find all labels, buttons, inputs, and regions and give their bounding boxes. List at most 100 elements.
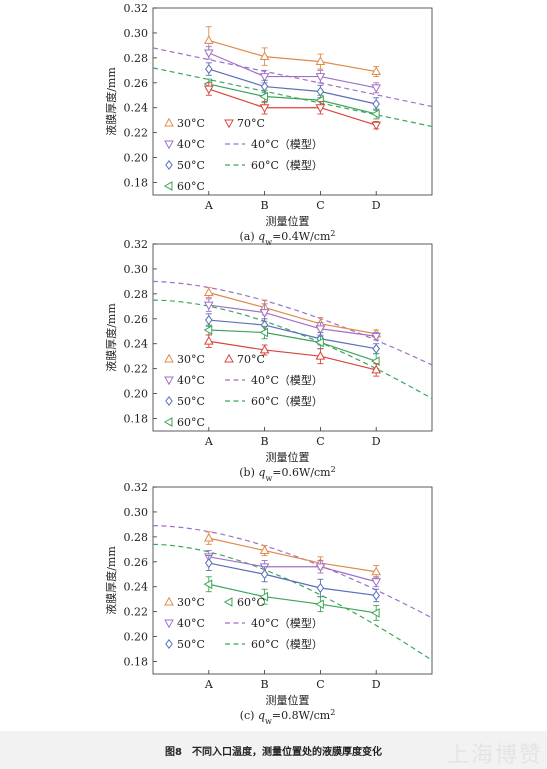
series-line bbox=[208, 329, 377, 362]
data-point bbox=[370, 109, 380, 119]
model-curve bbox=[153, 525, 432, 619]
subtitle-value: =0.8W/cm bbox=[272, 709, 331, 722]
y-tick-label: 0.24 bbox=[124, 581, 149, 594]
subtitle-variable: q bbox=[258, 709, 265, 722]
legend-label: 50°C bbox=[177, 638, 205, 651]
series-line bbox=[208, 583, 377, 614]
panel-subtitle: (b) qw=0.6W/cm2 bbox=[239, 465, 335, 483]
x-tick-label: B bbox=[261, 199, 269, 212]
data-point bbox=[259, 344, 270, 354]
data-point bbox=[372, 98, 380, 110]
y-tick-label: 0.30 bbox=[124, 506, 149, 519]
subtitle-superscript: 2 bbox=[330, 708, 335, 717]
data-point bbox=[203, 35, 214, 44]
x-tick-label: D bbox=[372, 435, 381, 448]
data-point bbox=[203, 301, 214, 311]
series-line bbox=[208, 83, 377, 115]
data-point bbox=[260, 569, 269, 580]
y-tick-label: 0.24 bbox=[124, 338, 149, 351]
legend-label: 40°C bbox=[177, 374, 205, 387]
data-point bbox=[315, 350, 326, 360]
x-axis-label: 测量位置 bbox=[266, 214, 310, 228]
series-line bbox=[208, 304, 377, 337]
series-line bbox=[208, 292, 377, 335]
x-tick-label: C bbox=[316, 678, 324, 691]
legend-marker bbox=[165, 638, 173, 650]
panel-subtitle: (c) qw=0.8W/cm2 bbox=[240, 708, 336, 726]
series-line bbox=[208, 52, 377, 89]
x-tick-label: B bbox=[261, 435, 269, 448]
plot-frame bbox=[152, 243, 433, 432]
chart-panel-a: 0.18 0.20 0.22 0.24 0.26 0.28 0.30 0.32 A B C D 测量位置… bbox=[104, 2, 433, 247]
y-tick-label: 0.18 bbox=[124, 413, 149, 426]
data-point bbox=[315, 56, 326, 66]
legend-marker bbox=[164, 140, 174, 150]
figure-caption: 图8 不同入口温度，测量位置处的液膜厚度变化 bbox=[165, 747, 382, 758]
y-tick-label: 0.32 bbox=[124, 481, 149, 494]
data-point bbox=[371, 121, 382, 131]
data-point bbox=[371, 578, 382, 587]
legend-label: 40°C（模型） bbox=[251, 373, 323, 387]
data-point bbox=[259, 73, 270, 82]
y-tick-label: 0.18 bbox=[124, 656, 149, 669]
data-point bbox=[205, 558, 213, 569]
legend-marker bbox=[164, 596, 174, 606]
legend-marker bbox=[165, 395, 173, 407]
legend-marker bbox=[223, 597, 233, 607]
y-axis-label: 液膜厚度/mm bbox=[104, 546, 118, 615]
y-tick-label: 0.20 bbox=[124, 388, 149, 401]
x-tick-label: C bbox=[316, 435, 324, 448]
data-point bbox=[371, 84, 382, 94]
data-point bbox=[203, 287, 214, 297]
data-point bbox=[203, 579, 213, 590]
series-line bbox=[208, 556, 377, 583]
x-tick-label: A bbox=[204, 435, 214, 448]
data-point bbox=[259, 545, 270, 555]
x-axis-label: 测量位置 bbox=[266, 693, 310, 707]
subtitle-variable: q bbox=[258, 466, 265, 479]
subtitle-subscript: w bbox=[265, 238, 272, 247]
series-line bbox=[208, 68, 377, 105]
y-tick-label: 0.32 bbox=[124, 238, 149, 251]
legend-label: 60°C（模型） bbox=[251, 158, 323, 172]
data-point bbox=[315, 599, 324, 610]
series-line bbox=[208, 39, 377, 73]
data-point bbox=[372, 590, 380, 601]
y-tick-label: 0.26 bbox=[124, 556, 149, 569]
y-tick-label: 0.22 bbox=[124, 127, 149, 140]
data-point bbox=[205, 64, 213, 75]
caption-bar: 图8 不同入口温度，测量位置处的液膜厚度变化 上海博赞 bbox=[0, 731, 547, 769]
subtitle-subscript: w bbox=[265, 474, 272, 483]
legend-label: 40°C（模型） bbox=[251, 137, 323, 151]
data-point bbox=[205, 315, 213, 326]
model-curve bbox=[153, 299, 432, 400]
chart-panel-c: 0.18 0.20 0.22 0.24 0.26 0.28 0.30 0.32 A B C D 测量位置… bbox=[104, 481, 433, 726]
subtitle-value: =0.4W/cm bbox=[272, 230, 331, 243]
data-point bbox=[371, 332, 382, 342]
y-tick-label: 0.20 bbox=[124, 152, 149, 165]
model-curve bbox=[153, 280, 432, 366]
y-tick-label: 0.26 bbox=[124, 313, 149, 326]
y-tick-label: 0.18 bbox=[124, 177, 149, 190]
subtitle-superscript: 2 bbox=[331, 465, 336, 474]
y-tick-label: 0.26 bbox=[124, 77, 149, 90]
y-tick-label: 0.30 bbox=[124, 263, 149, 276]
plot-frame bbox=[152, 7, 433, 196]
chart-panel-b: 0.18 0.20 0.22 0.24 0.26 0.28 0.30 0.32 A B C D 测量位置… bbox=[104, 238, 433, 483]
data-point bbox=[315, 104, 326, 113]
data-point bbox=[203, 336, 214, 345]
y-tick-label: 0.22 bbox=[124, 363, 149, 376]
legend-label: 60°C bbox=[177, 180, 205, 193]
x-tick-label: D bbox=[372, 678, 381, 691]
data-point bbox=[315, 325, 326, 334]
watermark: 上海博赞 bbox=[446, 743, 543, 768]
y-axis-label: 液膜厚度/mm bbox=[104, 303, 118, 372]
legend-label: 40°C bbox=[177, 138, 205, 151]
x-tick-label: C bbox=[316, 199, 324, 212]
legend-label: 30°C bbox=[177, 353, 205, 366]
y-tick-label: 0.28 bbox=[124, 288, 149, 301]
data-point bbox=[372, 343, 380, 354]
legend-marker bbox=[224, 353, 234, 363]
legend-marker bbox=[163, 417, 173, 427]
figure: 0.18 0.20 0.22 0.24 0.26 0.28 0.30 0.32 A B C D 测量位置… bbox=[104, 2, 433, 726]
